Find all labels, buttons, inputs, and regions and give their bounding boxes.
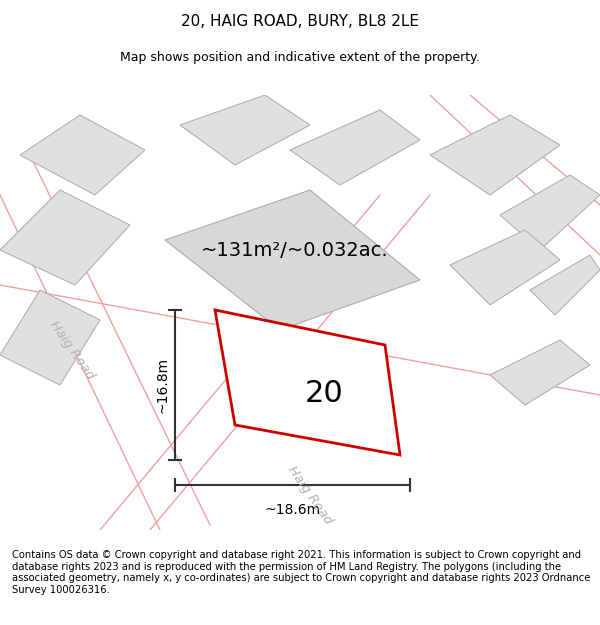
Polygon shape <box>20 115 145 195</box>
Text: Haig Road: Haig Road <box>47 318 97 382</box>
Text: ~18.6m: ~18.6m <box>265 503 320 517</box>
Polygon shape <box>0 290 100 385</box>
Polygon shape <box>490 340 590 405</box>
Text: 20: 20 <box>304 379 343 408</box>
Polygon shape <box>165 190 420 330</box>
Polygon shape <box>0 190 130 285</box>
Polygon shape <box>530 255 600 315</box>
Text: 20, HAIG ROAD, BURY, BL8 2LE: 20, HAIG ROAD, BURY, BL8 2LE <box>181 14 419 29</box>
Text: Haig Road: Haig Road <box>285 463 335 527</box>
Text: ~131m²/~0.032ac.: ~131m²/~0.032ac. <box>201 241 389 259</box>
Polygon shape <box>180 95 310 165</box>
Polygon shape <box>500 175 600 250</box>
Polygon shape <box>290 110 420 185</box>
Text: Map shows position and indicative extent of the property.: Map shows position and indicative extent… <box>120 51 480 64</box>
Polygon shape <box>450 230 560 305</box>
Polygon shape <box>430 115 560 195</box>
Text: Contains OS data © Crown copyright and database right 2021. This information is : Contains OS data © Crown copyright and d… <box>12 550 590 595</box>
Polygon shape <box>215 310 400 455</box>
Text: ~16.8m: ~16.8m <box>156 357 170 413</box>
